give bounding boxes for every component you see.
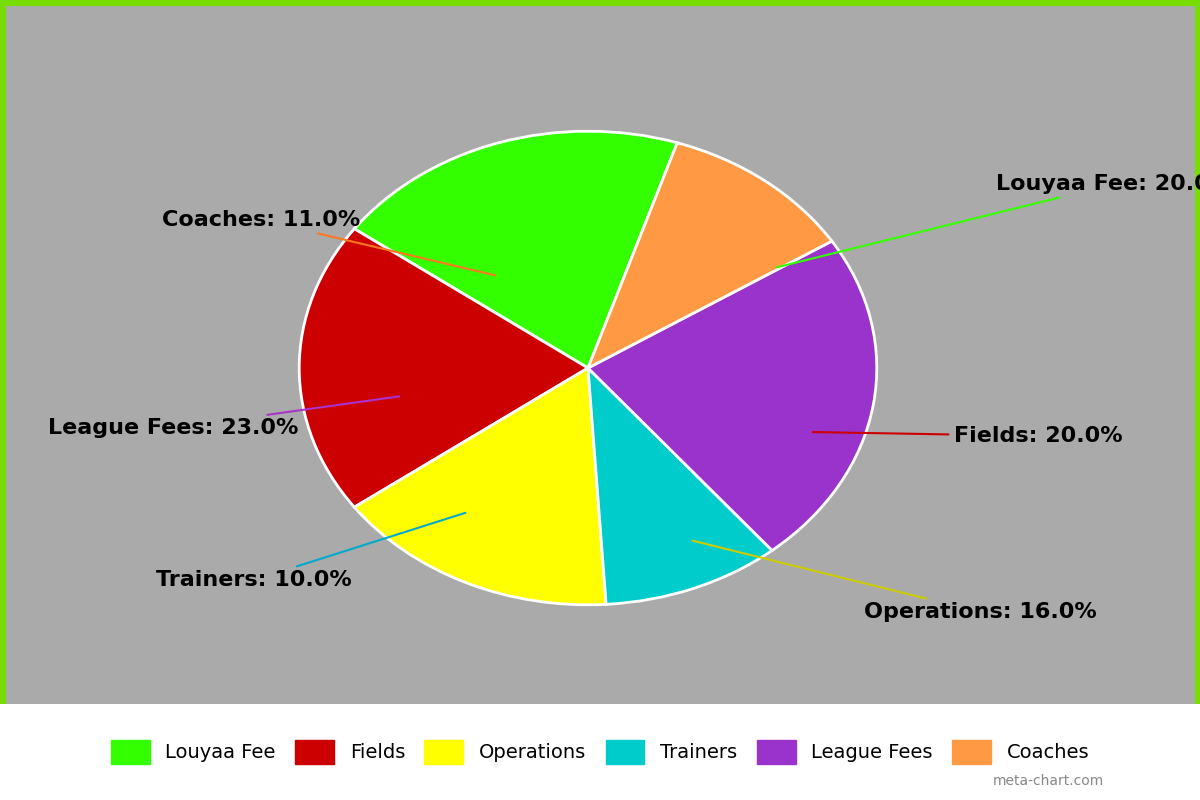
Text: meta-chart.com: meta-chart.com xyxy=(992,774,1104,788)
Wedge shape xyxy=(588,142,832,368)
Text: Trainers: 10.0%: Trainers: 10.0% xyxy=(156,513,466,590)
Legend: Louyaa Fee, Fields, Operations, Trainers, League Fees, Coaches: Louyaa Fee, Fields, Operations, Trainers… xyxy=(101,730,1099,774)
Wedge shape xyxy=(588,241,877,550)
Wedge shape xyxy=(588,368,772,604)
Wedge shape xyxy=(354,131,677,368)
Wedge shape xyxy=(299,229,588,507)
Text: Louyaa Fee: 20.0%: Louyaa Fee: 20.0% xyxy=(776,174,1200,267)
Text: League Fees: 23.0%: League Fees: 23.0% xyxy=(48,396,400,438)
Text: Fields: 20.0%: Fields: 20.0% xyxy=(812,426,1123,446)
Text: Coaches: 11.0%: Coaches: 11.0% xyxy=(162,210,496,275)
Text: Operations: 16.0%: Operations: 16.0% xyxy=(692,541,1097,622)
Wedge shape xyxy=(354,368,606,605)
